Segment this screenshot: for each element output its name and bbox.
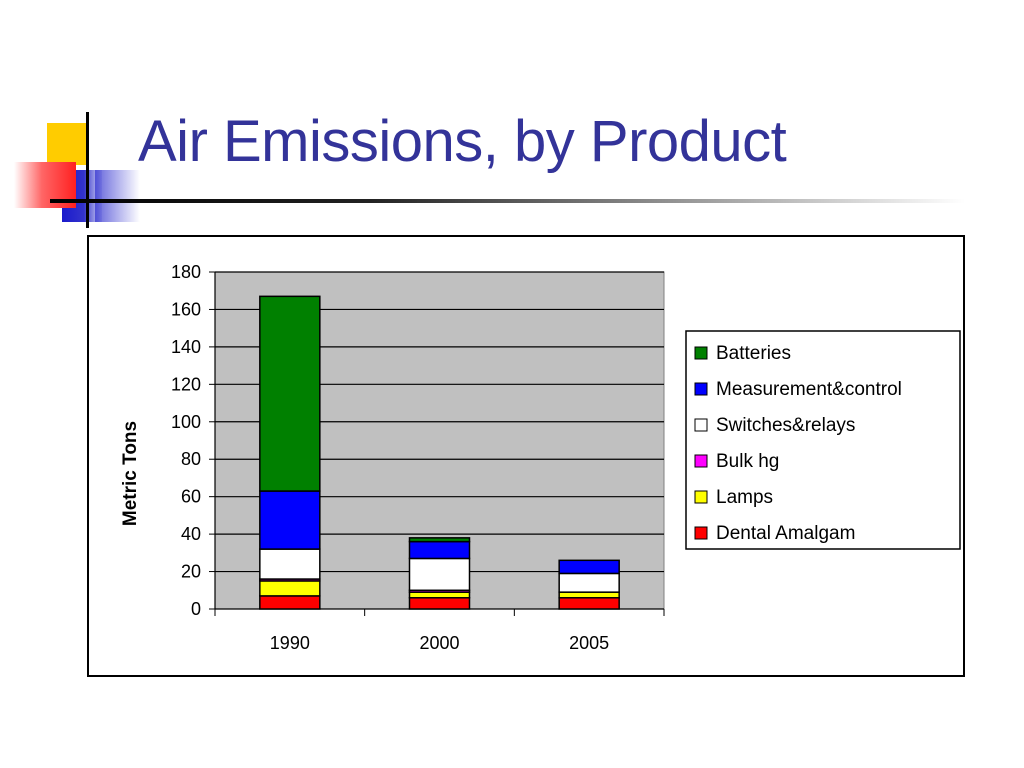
y-tick-label: 80	[181, 449, 201, 469]
y-tick-label: 60	[181, 487, 201, 507]
x-tick-label: 2000	[419, 633, 459, 653]
legend-swatch	[695, 383, 707, 395]
y-tick-label: 160	[171, 299, 201, 319]
y-tick-label: 20	[181, 562, 201, 582]
bar-segment	[260, 491, 320, 549]
bar-segment	[559, 598, 619, 609]
legend-swatch	[695, 347, 707, 359]
bar-segment	[559, 560, 619, 573]
y-tick-label: 0	[191, 599, 201, 619]
page-title: Air Emissions, by Product	[138, 108, 786, 175]
decor-blue-glow	[95, 170, 140, 222]
title-underline	[50, 199, 965, 203]
bar-segment	[260, 549, 320, 579]
y-axis-label: Metric Tons	[120, 421, 141, 526]
legend-swatch	[695, 491, 707, 503]
legend-swatch	[695, 419, 707, 431]
legend-label: Dental Amalgam	[716, 523, 855, 544]
x-tick-label: 2005	[569, 633, 609, 653]
legend-label: Switches&relays	[716, 415, 855, 436]
decor-yellow-square	[47, 123, 89, 165]
bar-segment	[559, 592, 619, 598]
y-tick-label: 40	[181, 524, 201, 544]
bar-segment	[559, 573, 619, 592]
bar-segment	[410, 542, 470, 559]
bar-segment	[260, 296, 320, 491]
bar-segment	[410, 558, 470, 590]
y-tick-label: 100	[171, 412, 201, 432]
y-tick-label: 140	[171, 337, 201, 357]
x-tick-label: 1990	[270, 633, 310, 653]
stacked-bar-chart: 0 20 40 60 80 100 120 140 160 180 Metric Tons 1990 2…	[89, 237, 963, 675]
decor-vertical-line	[86, 112, 89, 228]
legend-label: Batteries	[716, 343, 791, 364]
legend-label: Measurement&control	[716, 379, 902, 400]
chart-frame: 0 20 40 60 80 100 120 140 160 180 Metric Tons 1990 2…	[87, 235, 965, 677]
bar-segment	[410, 538, 470, 542]
bar-segment	[410, 592, 470, 598]
legend-swatch	[695, 455, 707, 467]
y-tick-label: 120	[171, 374, 201, 394]
legend-label: Lamps	[716, 487, 773, 508]
bar-segment	[410, 598, 470, 609]
bar-segment	[260, 596, 320, 609]
legend-swatch	[695, 527, 707, 539]
bar-segment	[260, 581, 320, 596]
legend-label: Bulk hg	[716, 451, 779, 472]
y-tick-label: 180	[171, 262, 201, 282]
